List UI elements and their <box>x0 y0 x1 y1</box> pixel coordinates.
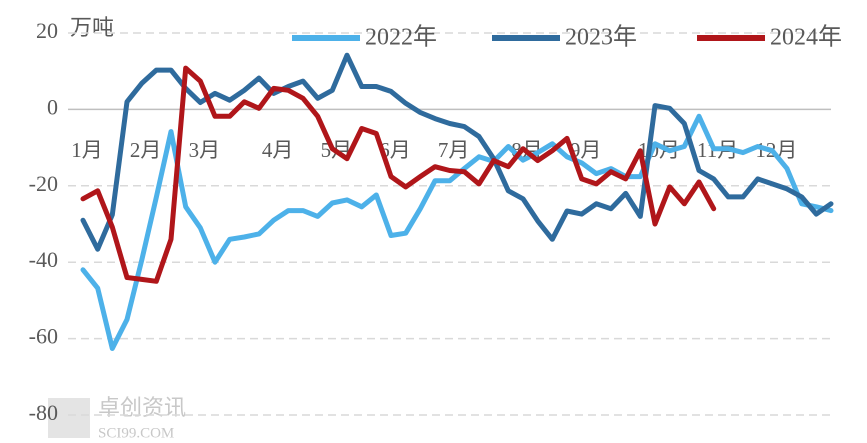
series-line <box>80 65 717 284</box>
y-tick-label: 20 <box>36 18 58 43</box>
y-unit: 万吨 <box>70 15 114 40</box>
legend-label: 2022年 <box>365 24 437 51</box>
x-tick-label: 3月 <box>189 138 221 162</box>
y-tick-label: -40 <box>29 247 58 272</box>
x-tick-label: 2月 <box>130 138 162 162</box>
x-tick-label: 4月 <box>262 138 294 162</box>
y-tick-label: -80 <box>29 400 58 425</box>
legend-label: 2023年 <box>565 24 637 51</box>
watermark-name: 卓创资讯 <box>98 395 186 420</box>
y-tick-label: -60 <box>29 324 58 349</box>
y-tick-label: 0 <box>47 94 58 119</box>
legend-label: 2024年 <box>770 24 842 51</box>
watermark-site: SCI99.COM <box>98 425 174 441</box>
watermark-logo <box>48 398 90 438</box>
x-tick-label: 1月 <box>71 138 103 162</box>
y-tick-label: -20 <box>29 171 58 196</box>
series-line <box>80 113 834 351</box>
x-tick-label: 7月 <box>438 138 470 162</box>
